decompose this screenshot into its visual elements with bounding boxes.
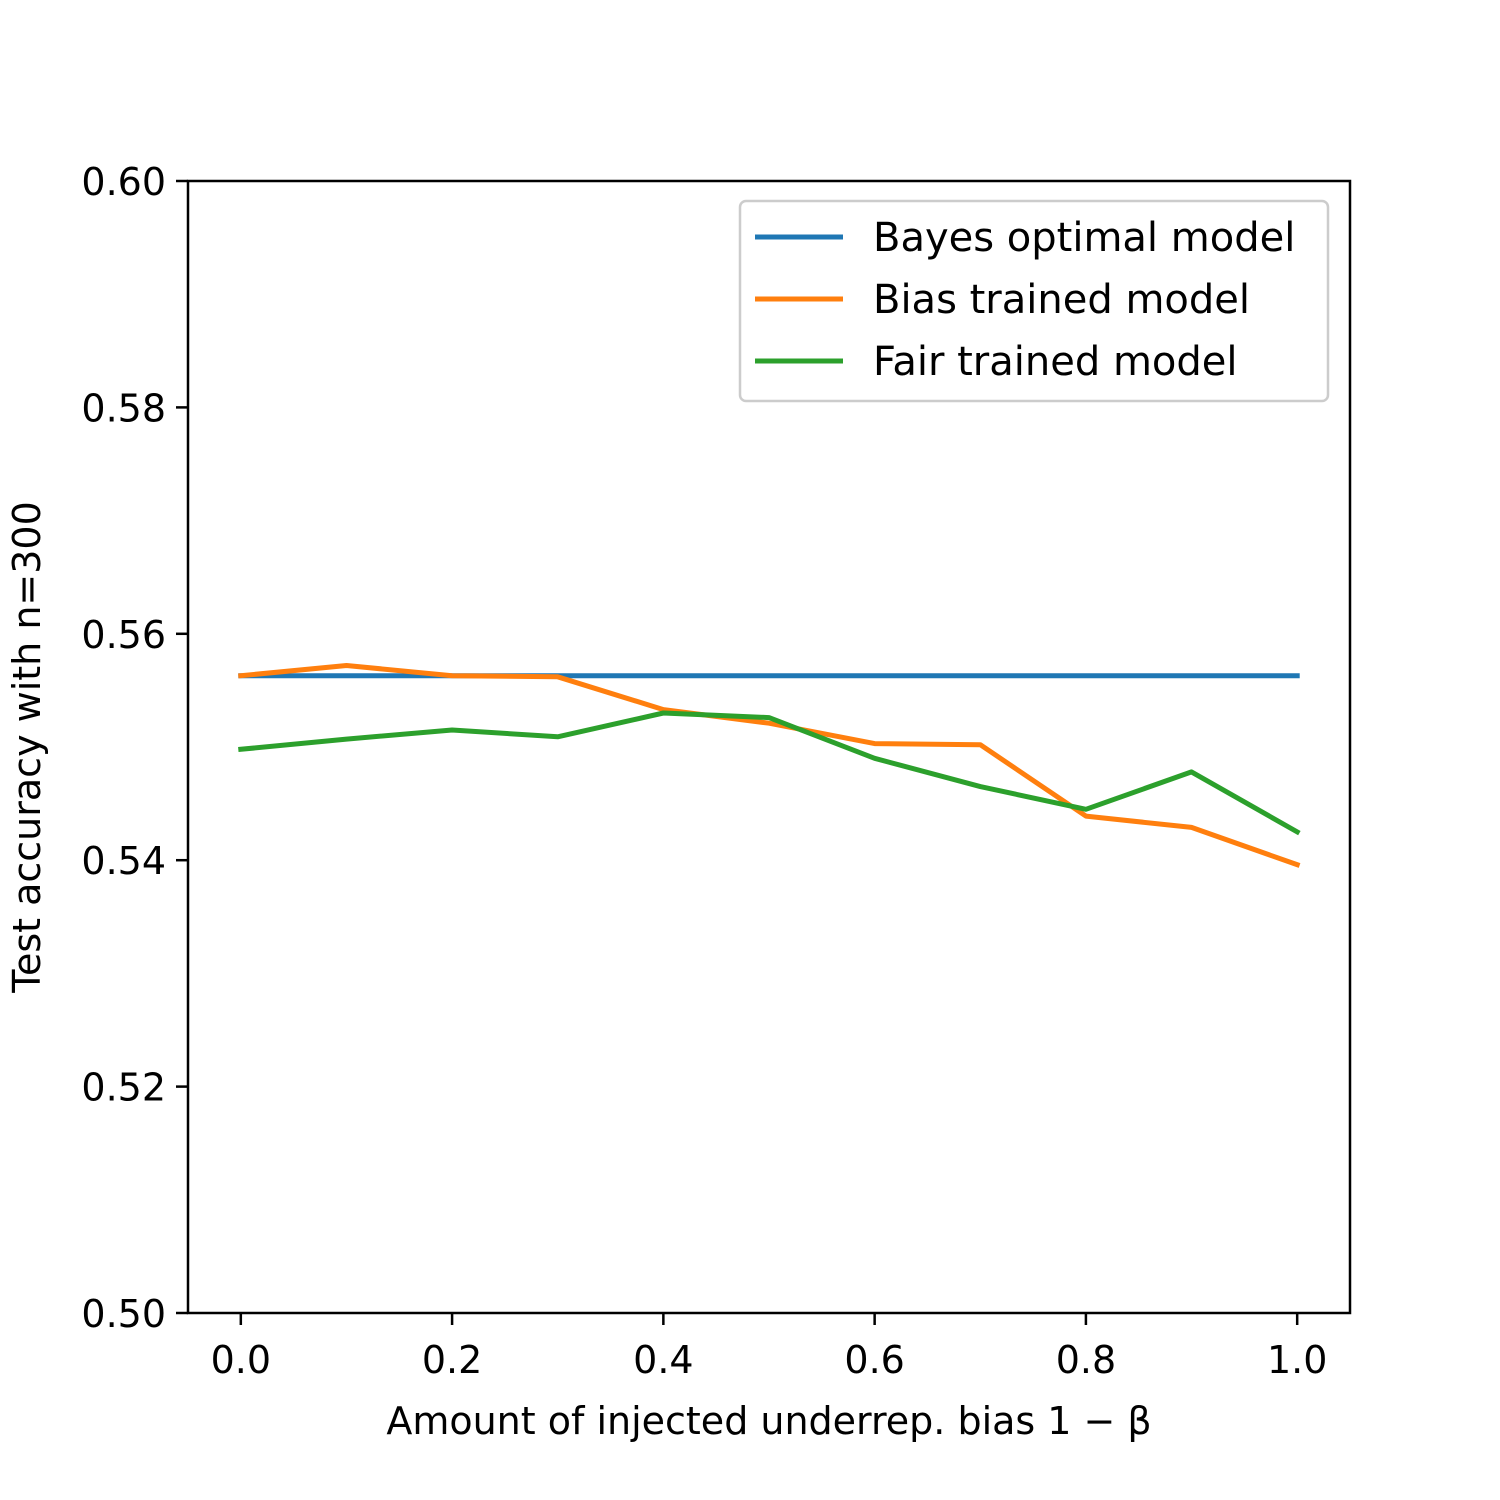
x-axis-label: Amount of injected underrep. bias 1 − β	[386, 1399, 1151, 1443]
series-line-3	[238, 710, 1301, 836]
x-tick-label: 1.0	[1267, 1338, 1327, 1382]
x-tick-label: 0.6	[844, 1338, 904, 1382]
legend-label-2: Bias trained model	[873, 277, 1250, 323]
x-axis: 0.0 0.2 0.4 0.6 0.8 1.0	[211, 1313, 1327, 1382]
legend-label-3: Fair trained model	[873, 339, 1238, 385]
series-line-2	[238, 663, 1301, 868]
y-axis: 0.50 0.52 0.54 0.56 0.58 0.60	[81, 160, 188, 1336]
y-tick-label: 0.52	[81, 1066, 166, 1110]
x-tick-label: 0.2	[422, 1338, 482, 1382]
x-tick-label: 0.0	[211, 1338, 271, 1382]
legend: Bayes optimal model Bias trained model Fai…	[738, 199, 1330, 403]
x-axis-label-text: Amount of injected underrep. bias	[386, 1399, 1035, 1443]
x-tick-label: 0.8	[1056, 1338, 1116, 1382]
y-axis-label: Test accuracy with n=300	[5, 501, 49, 994]
series-layer	[238, 663, 1301, 868]
y-tick-label: 0.54	[81, 839, 166, 883]
legend-box	[738, 199, 1330, 403]
legend-label-1: Bayes optimal model	[873, 215, 1295, 261]
x-tick-label: 0.4	[633, 1338, 693, 1382]
x-axis-label-math: 1 − β	[1047, 1399, 1151, 1443]
plot-frame	[186, 179, 1352, 1315]
y-tick-label: 0.60	[81, 160, 166, 204]
y-tick-label: 0.50	[81, 1292, 166, 1336]
y-tick-label: 0.58	[81, 386, 166, 430]
y-tick-label: 0.56	[81, 613, 166, 657]
